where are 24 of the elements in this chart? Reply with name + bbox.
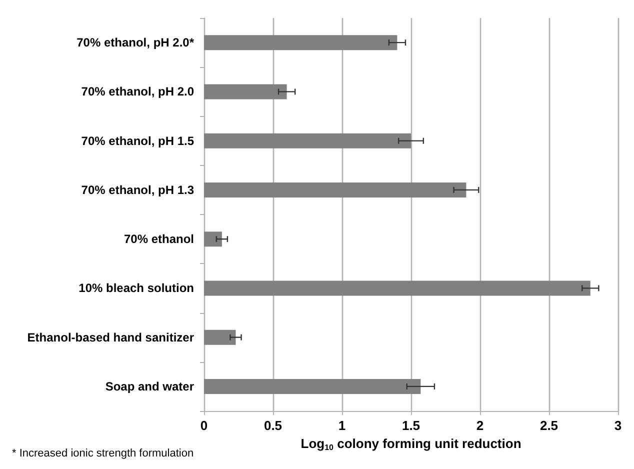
y-tick-label: 70% ethanol, pH 1.5 — [81, 134, 194, 148]
text: * Increased ionic strength formulation — [12, 448, 194, 460]
x-tick-label: 2 — [476, 418, 484, 433]
bar — [204, 280, 590, 296]
bar — [204, 378, 421, 394]
y-tick-label: 70% ethanol, pH 2.0* — [76, 36, 194, 50]
bar — [204, 232, 222, 247]
y-tick-label: 70% ethanol, pH 1.3 — [81, 182, 194, 197]
x-tick-label: 3 — [614, 418, 622, 433]
x-tick-label: 1 — [338, 418, 346, 433]
x-tick-label: 1.5 — [402, 418, 420, 433]
bar — [204, 330, 236, 345]
bar — [204, 84, 287, 100]
y-tick-label: 10% bleach solution — [78, 281, 194, 296]
bar — [204, 35, 398, 50]
y-tick-label: Ethanol-based hand sanitizer — [27, 330, 194, 344]
x-tick-label: 0 — [200, 418, 208, 433]
y-tick-label: Soap and water — [105, 379, 194, 394]
bar — [204, 182, 466, 198]
x-tick-label: 2.5 — [540, 418, 558, 433]
x-tick-label: 0.5 — [264, 418, 282, 433]
bar — [204, 133, 411, 148]
y-tick-label: 70% ethanol — [124, 232, 194, 246]
y-tick-label: 70% ethanol, pH 2.0 — [81, 84, 194, 99]
